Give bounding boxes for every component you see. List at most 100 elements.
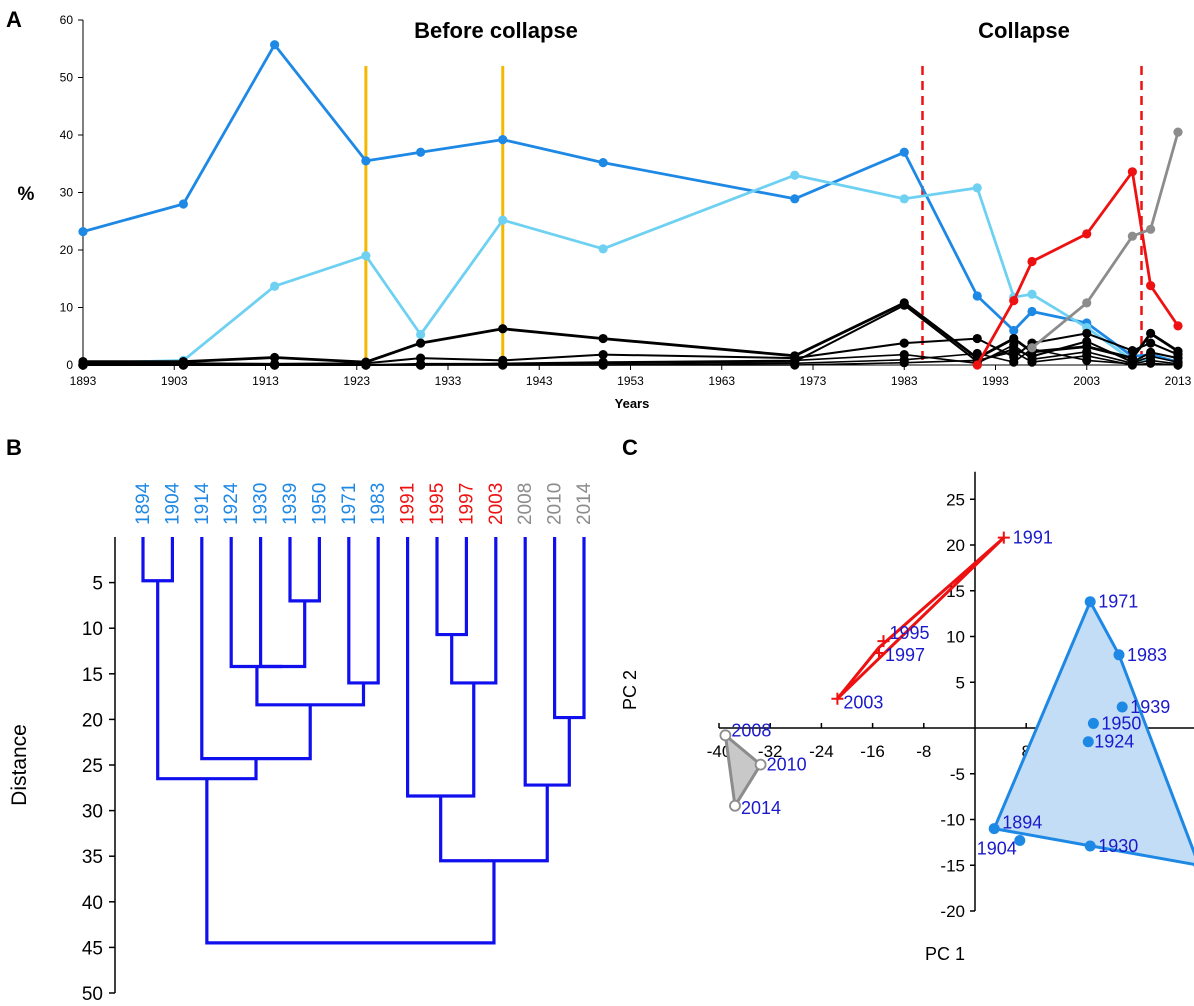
panel-b-y-tick-label: 45	[82, 938, 103, 959]
panel-c-data-point	[1087, 717, 1099, 729]
panel-a-ylabel: %	[18, 184, 35, 205]
panel-b-dendrogram: 5 10 15 20 25 30 35 40 45 50 1894 1904 1914 1924 1930 1…	[82, 482, 595, 1005]
panel-a-x-tick-label: 1963	[708, 374, 735, 388]
panel-a-y-tick-label: 60	[60, 13, 74, 27]
panel-a-data-point	[270, 360, 280, 370]
panel-a-data-point	[1146, 224, 1156, 234]
panel-a-y-tick-label: 0	[66, 358, 73, 372]
panel-a-data-point	[361, 156, 371, 166]
panel-c-point-label: 1904	[977, 839, 1017, 859]
panel-a-data-point	[598, 158, 608, 168]
panel-c-letter: C	[622, 435, 638, 460]
panel-b-y-tick-label: 30	[82, 802, 103, 823]
panel-c-xlabel: PC 1	[925, 944, 965, 964]
panel-a-data-point	[598, 350, 608, 360]
panel-c-y-tick-label: -15	[940, 856, 965, 875]
panel-a-data-point	[899, 194, 909, 204]
panel-a-x-tick-label: 1943	[526, 374, 553, 388]
panel-b-y-tick-label: 35	[82, 847, 103, 868]
panel-a-data-point	[972, 360, 982, 370]
panel-a-x-tick-label: 2003	[1073, 374, 1100, 388]
panel-a-data-point	[899, 358, 909, 368]
panel-a-x-tick-label: 1933	[435, 374, 462, 388]
panel-a-data-point	[1146, 328, 1156, 338]
panel-b-ylabel: Distance	[8, 724, 31, 806]
panel-c-point-label: 2003	[843, 693, 883, 713]
panel-a-line-chart: 0 10 20 30 40 50 60 1893 1903 1913 1923 1933 1943 195…	[60, 13, 1192, 388]
panel-a-letter: A	[6, 7, 22, 32]
panel-c-y-tick-label: 15	[946, 582, 965, 601]
panel-a-data-point	[1082, 298, 1092, 308]
panel-a-data-point	[1127, 360, 1137, 370]
panel-c-x-tick-label: -8	[916, 742, 931, 761]
panel-c-point-label: 1983	[1127, 645, 1167, 665]
panel-a-data-point	[790, 360, 800, 370]
panel-a-data-point	[899, 147, 909, 157]
panel-c-data-point	[1084, 596, 1096, 608]
panel-c-point-label: 1924	[1094, 732, 1134, 752]
panel-a-series-line	[82, 173, 1151, 365]
panel-c-group-hull	[723, 733, 763, 808]
panel-a-data-point	[416, 147, 426, 157]
panel-a-y-tick-label: 20	[60, 243, 74, 257]
panel-b-leaf-label: 1930	[251, 483, 272, 525]
panel-a-data-point	[1173, 321, 1183, 331]
panel-a-data-point	[78, 360, 88, 370]
panel-c-point-label: 1939	[1130, 697, 1170, 717]
panel-a-x-tick-label: 1993	[982, 374, 1009, 388]
panel-a-y-tick-label: 50	[60, 71, 74, 85]
panel-a-x-tick-label: 2013	[1165, 374, 1192, 388]
panel-a-data-point	[1009, 296, 1019, 306]
panel-b-leaf-label: 2010	[545, 483, 566, 525]
panel-a-x-tick-label: 1893	[70, 374, 97, 388]
panel-a-y-tick-label: 10	[60, 301, 74, 315]
panel-a-data-point	[416, 338, 426, 348]
panel-a-data-point	[1027, 357, 1037, 367]
panel-a-y-tick-label: 40	[60, 128, 74, 142]
panel-c-data-point	[873, 646, 885, 659]
panel-a-data-point	[416, 329, 426, 340]
panel-c-point-label: 2008	[731, 720, 771, 740]
panel-b-leaf-label: 1997	[456, 483, 477, 525]
panel-a-data-point	[790, 194, 800, 204]
panel-c-x-tick-label: -24	[809, 742, 834, 761]
panel-a-data-point	[972, 291, 982, 301]
panel-b-leaf-label: 1924	[221, 482, 242, 525]
panel-b-leaf-label: 1991	[398, 483, 419, 525]
panel-b-y-tick-label: 15	[82, 665, 103, 686]
panel-c-y-tick-label: -20	[940, 902, 965, 921]
panel-b-dendrogram-link	[200, 537, 312, 761]
panel-a-data-point	[972, 333, 982, 344]
panel-b-dendrogram-link	[347, 537, 380, 685]
panel-b-leaf-label: 2003	[486, 483, 507, 525]
panel-c-y-tick-label: -5	[950, 765, 965, 784]
panel-a-data-point	[1173, 360, 1183, 370]
panel-a-x-tick-label: 1923	[343, 374, 370, 388]
panel-a-data-point	[1082, 336, 1092, 347]
panel-a-data-point	[1027, 289, 1037, 299]
panel-b-y-tick-label: 5	[92, 574, 103, 595]
panel-b-leaf-label: 1914	[192, 482, 213, 525]
panel-b-leaf-label: 1904	[162, 482, 183, 525]
panel-a-data-point	[972, 183, 982, 193]
panel-b-dendrogram-link	[435, 537, 468, 637]
panel-b-dendrogram-link	[205, 778, 496, 945]
panel-c-data-point	[997, 531, 1010, 544]
panel-c-point-label: 1894	[1002, 813, 1042, 833]
panel-b-y-tick-label: 50	[82, 984, 103, 1005]
panel-a-data-point	[498, 215, 508, 225]
panel-c-x-tick-label: -32	[758, 742, 783, 761]
panel-a-data-point	[1127, 346, 1137, 356]
panel-c-point-label: 1930	[1098, 836, 1138, 856]
panel-a-data-point	[899, 300, 909, 310]
panel-c-point-label: 2014	[741, 798, 781, 818]
panel-a-data-point	[1009, 340, 1019, 350]
panel-a-data-point	[1027, 343, 1037, 353]
panel-b-dendrogram-link	[229, 537, 283, 669]
annotation-before-collapse: Before collapse	[414, 18, 578, 43]
panel-a-data-point	[361, 360, 371, 370]
panel-a-data-point	[361, 251, 371, 261]
panel-b-leaf-label: 1894	[133, 482, 154, 525]
panel-b-dendrogram-link	[141, 537, 174, 583]
